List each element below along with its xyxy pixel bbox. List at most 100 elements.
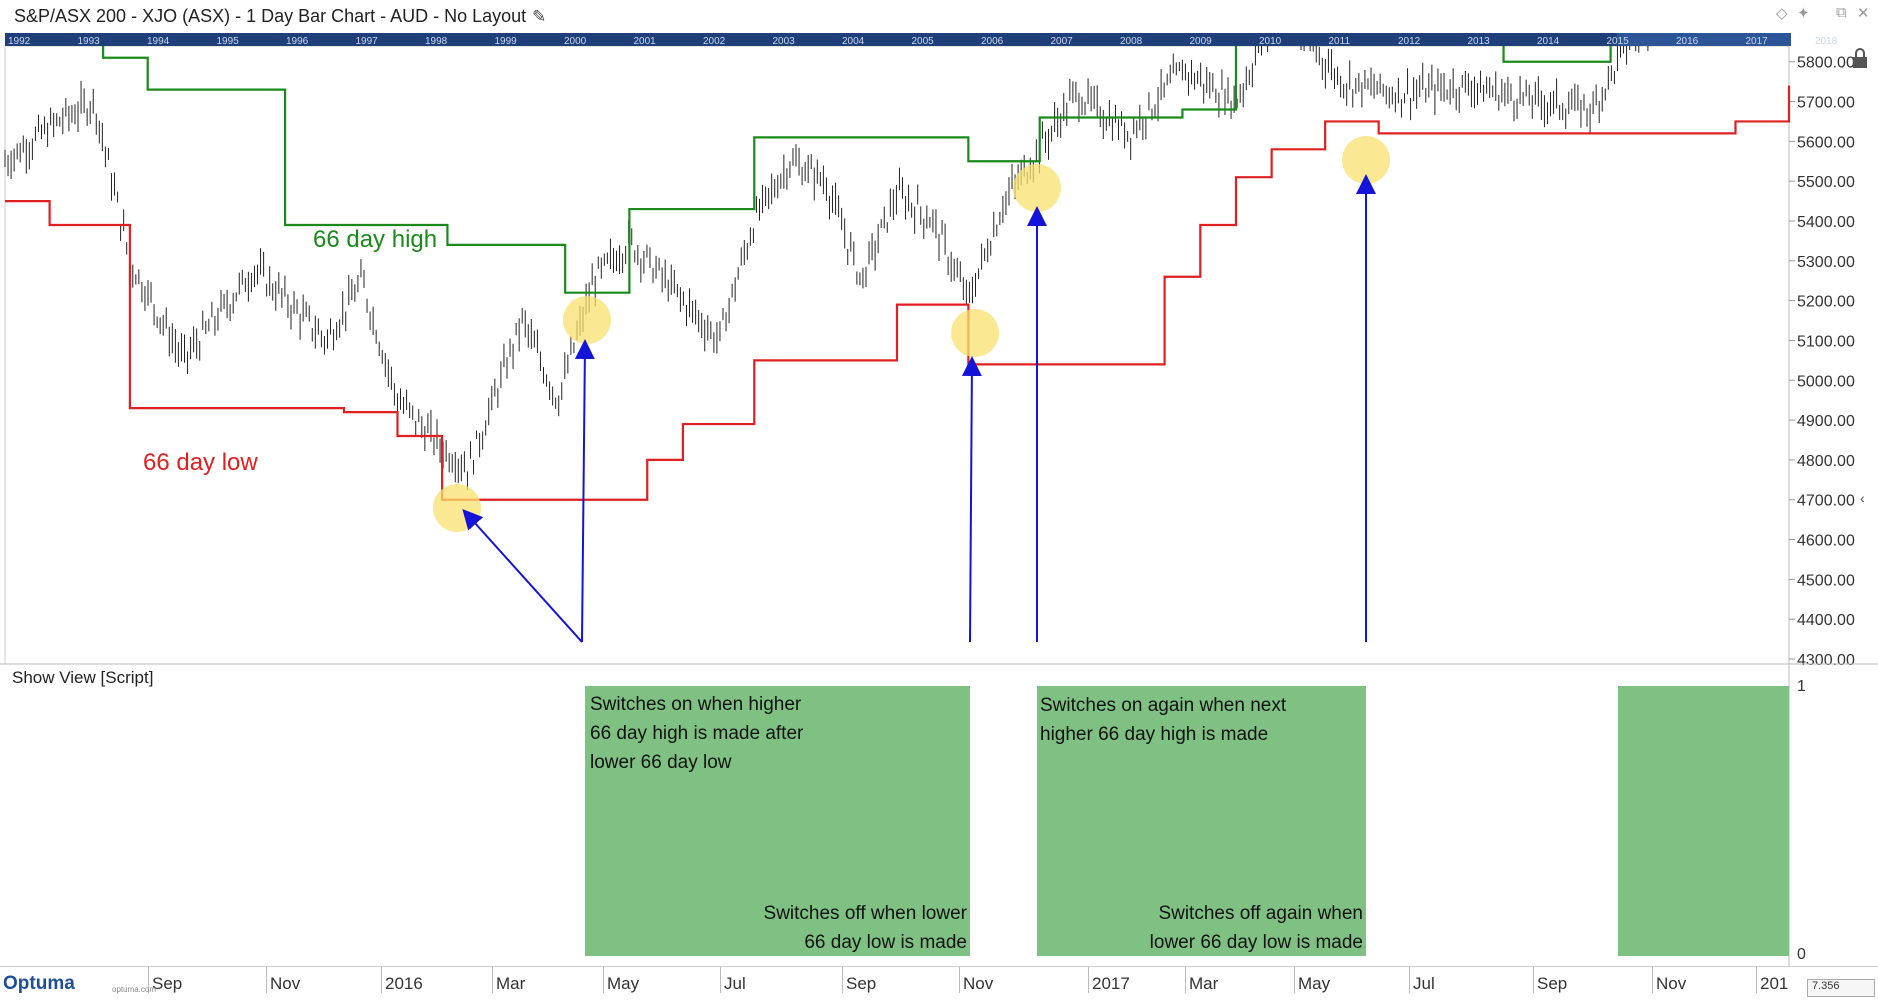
- timeline-years: 1992 1993 1994 1995 1996 1997 1998 1999 2000 2001…: [8, 36, 1838, 47]
- pin-icon[interactable]: ✦: [1797, 5, 1810, 22]
- signal-on-block: [585, 686, 970, 956]
- x-tick-label: 2017: [1092, 974, 1130, 993]
- timeline-year-label: 1998: [425, 36, 448, 47]
- x-tick-mark: [1409, 967, 1410, 993]
- signal-highlight-circle: [951, 309, 999, 357]
- timeline-year-label: 2011: [1329, 36, 1351, 47]
- signal-arrow: [574, 339, 595, 643]
- y-tick-label: 5400.00: [1797, 214, 1855, 231]
- zoom-level: 7.356: [1812, 980, 1840, 992]
- price-chart[interactable]: 5900.005800.005700.005600.005500.005400.…: [0, 46, 1878, 966]
- pencil-icon[interactable]: ✎: [532, 7, 547, 26]
- collapse-arrow-icon[interactable]: ‹: [1860, 490, 1865, 506]
- series-label-66-day-low: 66 day low: [143, 449, 258, 476]
- note-switch-on-2: Switches on again when next higher 66 da…: [1040, 691, 1286, 749]
- note-line: Switches off again when: [1158, 903, 1363, 924]
- y-tick-label: 4500.00: [1797, 572, 1855, 589]
- timeline-year-label: 2005: [912, 36, 935, 47]
- y-tick-label: 5200.00: [1797, 294, 1855, 311]
- signal-on-block: [1618, 686, 1789, 956]
- y-tick-label: 5300.00: [1797, 254, 1855, 271]
- signal-on-block: [1037, 686, 1366, 956]
- timeline-year-label: 2014: [1537, 36, 1560, 47]
- timeline-year-label: 2002: [703, 36, 726, 47]
- timeline-thumb[interactable]: [1617, 33, 1791, 46]
- note-line: lower 66 day low: [590, 752, 732, 773]
- x-tick-mark: [720, 967, 721, 993]
- timeline-year-label: 2015: [1607, 36, 1630, 47]
- y-tick-label: 4800.00: [1797, 453, 1855, 470]
- signal-highlight-circle: [563, 296, 611, 344]
- series-label-66-day-high: 66 day high: [313, 226, 438, 253]
- note-line: Switches on when higher: [590, 694, 802, 715]
- x-tick-mark: [1756, 967, 1757, 993]
- timeline-year-label: 2012: [1398, 36, 1421, 47]
- x-tick-label: May: [607, 974, 640, 993]
- lock-icon[interactable]: [1850, 48, 1870, 70]
- y-tick-label: 5800.00: [1797, 55, 1855, 72]
- note-switch-off-1: Switches off when lower 66 day low is ma…: [730, 899, 967, 957]
- x-tick-mark: [381, 967, 382, 993]
- x-tick-mark: [842, 967, 843, 993]
- x-tick-mark: [492, 967, 493, 993]
- timeline-year-label: 1996: [286, 36, 309, 47]
- signal-highlight-circle: [1013, 164, 1061, 212]
- indicator-header: Show View [Script]: [12, 668, 154, 687]
- signal-arrow: [961, 356, 982, 643]
- x-tick-mark: [1185, 967, 1186, 993]
- timeline-year-label: 2007: [1051, 36, 1074, 47]
- x-tick-label: Mar: [496, 974, 526, 993]
- note-switch-on-1: Switches on when higher 66 day high is m…: [590, 690, 803, 777]
- y-tick-label: 5100.00: [1797, 333, 1855, 350]
- timeline-year-label: 2006: [981, 36, 1004, 47]
- series-66-day-high-line: [102, 46, 1612, 294]
- lower-y-tick-top: 1: [1797, 678, 1806, 695]
- note-line: lower 66 day low is made: [1149, 932, 1363, 953]
- timeline-year-label: 1992: [8, 36, 31, 47]
- x-tick-mark: [266, 967, 267, 993]
- y-axis-ticks: 5900.005800.005700.005600.005500.005400.…: [1789, 55, 1855, 669]
- restore-icon[interactable]: ⧉: [1836, 4, 1847, 21]
- x-tick-mark: [1088, 967, 1089, 993]
- timeline-year-label: 1999: [495, 36, 518, 47]
- optuma-url: optuma.com: [112, 985, 157, 994]
- timeline-year-label: 2003: [773, 36, 796, 47]
- x-tick-mark: [1533, 967, 1534, 993]
- x-tick-label: May: [1298, 974, 1331, 993]
- note-line: Switches on again when next: [1040, 695, 1287, 716]
- title-bar: S&P/ASX 200 - XJO (ASX) - 1 Day Bar Char…: [0, 0, 1878, 32]
- x-tick-label: Jul: [724, 974, 746, 993]
- x-tick-mark: [1294, 967, 1295, 993]
- chart-title: S&P/ASX 200 - XJO (ASX) - 1 Day Bar Char…: [14, 6, 527, 26]
- timeline-navigator[interactable]: [5, 33, 1791, 46]
- y-tick-label: 5700.00: [1797, 95, 1855, 112]
- note-switch-off-2: Switches off again when lower 66 day low…: [1100, 899, 1363, 957]
- lower-y-tick-bottom: 0: [1797, 946, 1806, 963]
- x-tick-mark: [148, 967, 149, 993]
- diamond-icon[interactable]: ◇: [1776, 5, 1788, 22]
- timeline-year-label: 2010: [1259, 36, 1282, 47]
- x-tick-label: Nov: [963, 974, 994, 993]
- y-tick-label: 4400.00: [1797, 612, 1855, 629]
- timeline-year-label: 2008: [1120, 36, 1143, 47]
- y-tick-label: 4300.00: [1797, 652, 1855, 669]
- x-tick-label: Sep: [846, 974, 877, 993]
- timeline-year-label: 2009: [1190, 36, 1213, 47]
- timeline-year-label: 2016: [1676, 36, 1699, 47]
- x-tick-label: Jul: [1413, 974, 1435, 993]
- signal-arrow: [462, 509, 583, 643]
- x-tick-mark: [959, 967, 960, 993]
- timeline-year-label: 2000: [564, 36, 587, 47]
- zoom-level-box[interactable]: 7.356: [1807, 979, 1875, 997]
- timeline-year-label: 2013: [1468, 36, 1491, 47]
- timeline-year-label: 1993: [78, 36, 101, 47]
- x-tick-mark: [1652, 967, 1653, 993]
- close-icon[interactable]: ✕: [1857, 5, 1870, 22]
- date-axis[interactable]: Sep Nov 2016 Mar May Jul Sep Nov 2017 Mar May Jul Se…: [0, 966, 1878, 1002]
- y-tick-label: 5000.00: [1797, 373, 1855, 390]
- timeline-year-label: 1995: [217, 36, 240, 47]
- x-tick-label: 201: [1760, 974, 1789, 993]
- timeline-year-label: 2001: [634, 36, 657, 47]
- timeline-year-label: 2018: [1815, 36, 1838, 47]
- timeline-year-label: 2017: [1746, 36, 1769, 47]
